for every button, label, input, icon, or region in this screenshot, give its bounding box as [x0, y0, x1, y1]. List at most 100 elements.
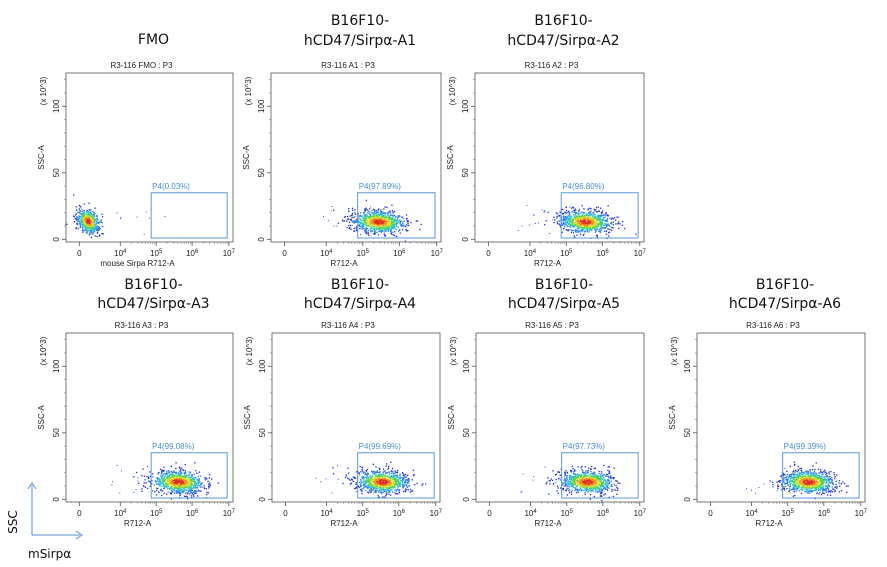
event-dot	[384, 221, 386, 223]
event-dot	[404, 482, 406, 484]
event-dot	[368, 492, 370, 494]
event-dot	[158, 483, 160, 486]
event-dot	[388, 465, 390, 468]
event-dot	[156, 488, 159, 490]
event-dot	[165, 477, 168, 479]
y-tick-label: 50	[257, 168, 266, 177]
event-dot	[370, 490, 372, 492]
x-tick-label: 106	[393, 249, 406, 258]
gate-p4-rect[interactable]	[560, 192, 639, 239]
event-dot	[579, 231, 581, 233]
event-dot	[96, 223, 98, 225]
event-dot	[406, 224, 408, 226]
event-dot	[384, 483, 387, 485]
event-dot	[85, 221, 88, 223]
gate-p4-rect[interactable]	[150, 452, 228, 499]
event-dot	[601, 220, 603, 222]
event-dot	[362, 481, 364, 483]
event-dot	[596, 491, 599, 493]
event-dot	[403, 220, 405, 222]
event-dot	[378, 228, 380, 230]
event-dot	[385, 226, 387, 228]
event-dot	[383, 483, 386, 485]
x-tick-label: 106	[393, 509, 406, 518]
event-dot	[89, 228, 91, 231]
gate-p4-rect[interactable]	[357, 452, 435, 499]
event-dot	[361, 481, 363, 483]
event-dot	[209, 482, 211, 484]
gate-p4-rect[interactable]	[150, 192, 228, 239]
event-dot	[182, 481, 185, 483]
event-dot	[382, 480, 384, 482]
event-dot	[193, 473, 195, 475]
event-dot	[167, 481, 169, 483]
event-dot	[374, 231, 376, 234]
event-dot	[90, 236, 93, 238]
event-dot	[597, 487, 599, 489]
event-dot	[363, 488, 365, 490]
event-dot	[155, 481, 157, 483]
event-dot	[86, 230, 88, 233]
event-dot	[566, 218, 568, 220]
event-dot	[388, 478, 390, 480]
event-dot	[363, 212, 365, 214]
event-dot	[362, 472, 364, 474]
event-dot	[600, 227, 603, 229]
event-dot	[156, 483, 158, 485]
event-dot	[116, 212, 118, 214]
event-dot	[586, 226, 588, 229]
event-dot	[91, 230, 93, 232]
event-dot	[384, 227, 386, 230]
event-dot	[623, 227, 626, 230]
event-dot	[166, 493, 168, 495]
event-dot	[583, 217, 585, 219]
event-dot	[177, 472, 180, 474]
event-dot	[593, 217, 595, 219]
gate-p4-rect[interactable]	[357, 192, 436, 239]
event-dot	[174, 471, 176, 473]
event-dot	[383, 226, 385, 228]
event-dot	[168, 481, 170, 483]
event-dot	[601, 474, 604, 477]
event-dot	[600, 471, 603, 473]
plot-subtitle: R3-116 A4 : P3	[321, 321, 375, 330]
event-dot	[585, 481, 587, 483]
event-dot	[373, 491, 375, 493]
event-dot	[159, 483, 161, 485]
event-dot	[170, 493, 172, 495]
event-dot	[188, 483, 191, 485]
event-dot	[89, 232, 91, 234]
event-dot	[145, 482, 147, 484]
event-dot	[149, 481, 151, 483]
event-dot	[197, 482, 199, 484]
event-dot	[95, 221, 97, 223]
event-dot	[377, 210, 379, 212]
event-dot	[577, 231, 579, 233]
event-dot	[394, 474, 397, 476]
event-dot	[600, 222, 602, 224]
event-dot	[579, 226, 581, 229]
event-dot	[392, 211, 394, 213]
event-dot	[584, 218, 586, 220]
event-dot	[385, 491, 387, 493]
event-dot	[379, 218, 381, 221]
event-dot	[184, 473, 186, 475]
event-dot	[83, 216, 85, 218]
event-dot	[350, 214, 353, 217]
event-dot	[380, 211, 382, 213]
event-dot	[573, 224, 575, 226]
event-dot	[376, 218, 378, 220]
event-dot	[390, 218, 393, 221]
event-dot	[610, 218, 613, 220]
event-dot	[380, 227, 383, 229]
event-dot	[87, 215, 89, 217]
event-dot	[384, 216, 386, 219]
event-dot	[188, 490, 191, 492]
event-dot	[365, 233, 368, 235]
event-dot	[377, 482, 379, 485]
event-dot	[368, 234, 370, 237]
event-dot	[594, 224, 596, 226]
event-dot	[595, 226, 597, 228]
event-dot	[600, 484, 602, 487]
event-dot	[390, 232, 392, 234]
